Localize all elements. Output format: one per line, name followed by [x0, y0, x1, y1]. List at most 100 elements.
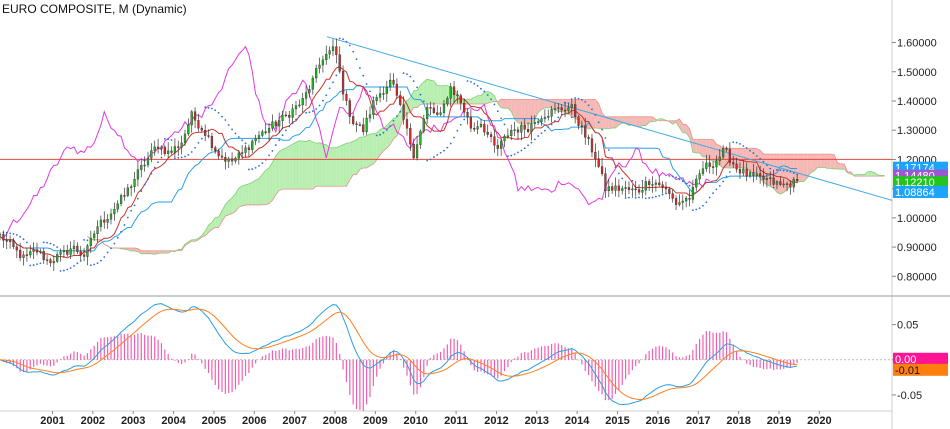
sar-dot [718, 184, 721, 187]
cloud-segment [487, 91, 492, 104]
candle [29, 244, 32, 258]
cloud-segment [642, 116, 646, 126]
sar-dot [540, 132, 543, 135]
candle [224, 152, 227, 170]
sar-dot [59, 270, 62, 272]
sar-dot [9, 232, 11, 235]
sar-dot [110, 247, 112, 250]
sar-dot [745, 147, 748, 149]
candle [604, 167, 607, 199]
sar-dot [375, 134, 378, 137]
sar-dot [271, 149, 274, 152]
candle [436, 105, 439, 117]
sar-dot [614, 166, 617, 169]
sar-dot [533, 138, 536, 141]
cloud-segment [763, 154, 767, 185]
candle [587, 134, 590, 145]
cloud-segment [363, 135, 367, 169]
candle [82, 247, 86, 262]
x-tick-label: 2001 [40, 415, 64, 427]
sar-dot [432, 156, 435, 158]
candle [520, 121, 523, 141]
candle [116, 200, 119, 213]
sar-dot [140, 190, 143, 193]
candle [12, 237, 15, 250]
candle [681, 194, 684, 211]
candle [678, 194, 681, 207]
cloud-segment [679, 119, 683, 133]
sar-dot [782, 169, 785, 172]
sar-dot [449, 142, 452, 145]
sar-dot [527, 144, 529, 147]
sar-dot [638, 196, 640, 199]
x-tick-label: 2002 [81, 415, 105, 427]
sar-dot [251, 168, 254, 170]
sar-dot [506, 155, 509, 158]
candle [338, 46, 341, 74]
candle [321, 55, 325, 73]
cloud-segment [275, 151, 280, 195]
candle [234, 156, 237, 164]
sar-dot [426, 159, 429, 162]
cloud-segment [332, 147, 337, 187]
cloud-segment [144, 250, 148, 254]
candle [294, 100, 298, 116]
sar-dot [779, 169, 782, 172]
cloud-segment [427, 79, 431, 105]
candle [318, 57, 321, 74]
price-tag: 1.08864 [893, 185, 948, 199]
sar-dot [665, 192, 667, 195]
candle [560, 104, 563, 114]
cloud-segment [285, 146, 290, 190]
sar-dot [231, 128, 233, 131]
candle [479, 118, 483, 129]
sar-dot [611, 158, 614, 161]
sar-dot [278, 139, 281, 142]
candle [426, 103, 429, 124]
sar-dot [789, 170, 792, 173]
sar-dot [722, 180, 725, 183]
cloud-segment [359, 137, 364, 170]
sar-dot [406, 73, 408, 76]
candle [109, 208, 113, 225]
candle [183, 129, 187, 146]
sar-dot [742, 145, 745, 147]
sar-dot [46, 241, 48, 244]
x-tick-label: 2007 [282, 415, 306, 427]
sar-dot [658, 194, 661, 197]
sar-dot [244, 142, 247, 145]
sar-dot [345, 40, 348, 43]
cloud-segment [830, 154, 835, 169]
sar-dot [648, 197, 651, 199]
x-tick-label: 2008 [323, 415, 347, 427]
candle [698, 169, 701, 184]
candle [728, 142, 732, 167]
candle [284, 111, 288, 118]
sar-dot [456, 129, 459, 132]
sar-dot [473, 82, 476, 85]
candle [409, 123, 412, 152]
candle [217, 148, 220, 160]
candle [62, 245, 66, 258]
sar-dot [66, 268, 69, 271]
sar-dot [567, 102, 570, 105]
cloud-segment [797, 154, 801, 183]
sar-dot [227, 124, 230, 126]
candle [214, 145, 217, 154]
candle [177, 140, 180, 156]
sar-dot [503, 123, 506, 126]
candle [304, 85, 308, 107]
cloud-segment [232, 193, 236, 214]
cloud-segment [608, 116, 613, 129]
cloud-segment [349, 141, 354, 181]
candle [207, 129, 210, 139]
cloud-segment [588, 99, 592, 130]
cloud-segment [336, 146, 340, 187]
candle [496, 139, 499, 157]
candle [469, 109, 473, 132]
sar-dot [762, 160, 765, 163]
candle [298, 99, 301, 108]
cloud-segment [218, 210, 222, 228]
macd-panel [0, 303, 892, 411]
cloud-segment [817, 154, 821, 168]
